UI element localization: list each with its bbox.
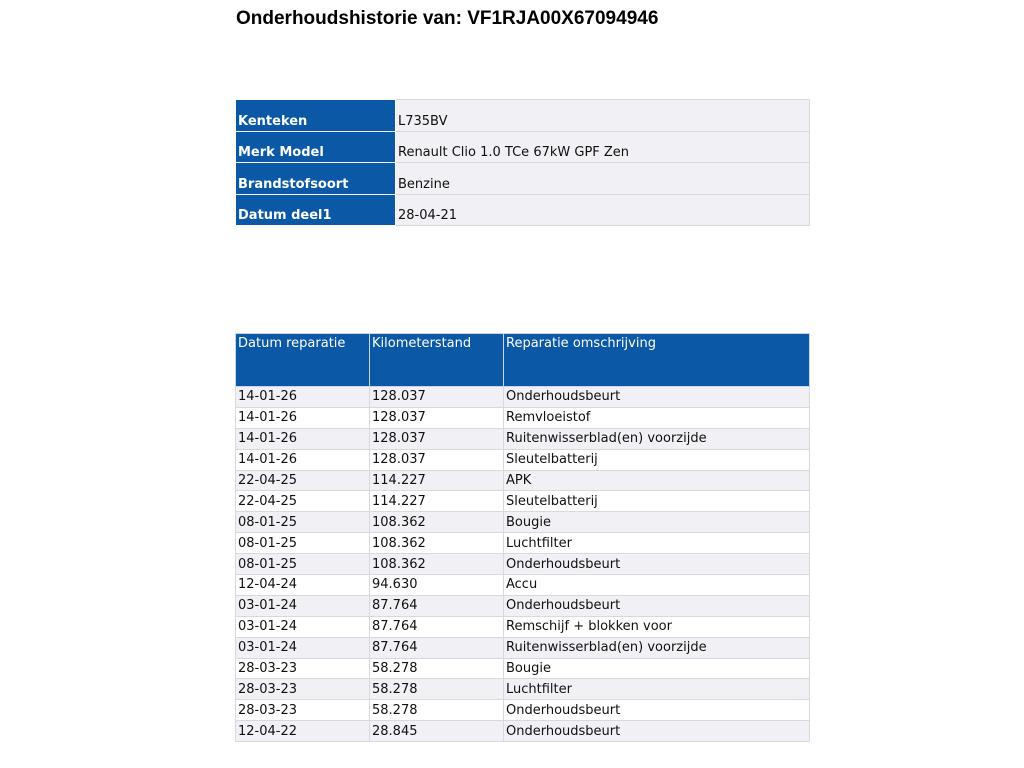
- table-row: 14-01-26 128.037 Onderhoudsbeurt: [235, 386, 810, 408]
- table-row: 03-01-24 87.764 Onderhoudsbeurt: [235, 594, 810, 617]
- repair-description-cell: Ruitenwisserblad(en) voorzijde: [503, 636, 810, 659]
- info-label: Kenteken: [235, 99, 396, 132]
- column-header: Datum reparatie: [235, 333, 370, 387]
- mileage-cell: 108.362: [369, 553, 504, 576]
- info-row: Datum deel1 28-04-21: [235, 193, 810, 226]
- repair-description-cell: Sleutelbatterij: [503, 490, 810, 513]
- repair-description-cell: Remvloeistof: [503, 406, 810, 429]
- repair-date-cell: 08-01-25: [235, 511, 370, 534]
- page-title: Onderhoudshistorie van: VF1RJA00X6709494…: [236, 8, 659, 29]
- repair-description-cell: Luchtfilter: [503, 678, 810, 701]
- repair-description-cell: Accu: [503, 574, 810, 596]
- mileage-cell: 108.362: [369, 532, 504, 555]
- table-row: 08-01-25 108.362 Bougie: [235, 511, 810, 534]
- repair-date-cell: 12-04-24: [235, 574, 370, 596]
- repair-date-cell: 03-01-24: [235, 615, 370, 638]
- repair-date-cell: 28-03-23: [235, 699, 370, 722]
- mileage-cell: 128.037: [369, 448, 504, 471]
- column-header: Kilometerstand: [369, 333, 504, 387]
- mileage-cell: 94.630: [369, 574, 504, 596]
- repair-description-cell: APK: [503, 469, 810, 492]
- repair-date-cell: 14-01-26: [235, 386, 370, 408]
- table-row: 12-04-24 94.630 Accu: [235, 574, 810, 596]
- repair-date-cell: 12-04-22: [235, 720, 370, 743]
- repair-description-cell: Onderhoudsbeurt: [503, 699, 810, 722]
- table-row: 14-01-26 128.037 Ruitenwisserblad(en) voor…: [235, 427, 810, 450]
- repair-date-cell: 28-03-23: [235, 657, 370, 680]
- info-row: Brandstofsoort Benzine: [235, 162, 810, 195]
- repair-description-cell: Onderhoudsbeurt: [503, 553, 810, 576]
- mileage-cell: 128.037: [369, 406, 504, 429]
- mileage-cell: 128.037: [369, 427, 504, 450]
- table-row: 28-03-23 58.278 Luchtfilter: [235, 678, 810, 701]
- column-header: Reparatie omschrijving: [503, 333, 810, 387]
- table-row: 08-01-25 108.362 Onderhoudsbeurt: [235, 553, 810, 576]
- repair-date-cell: 22-04-25: [235, 469, 370, 492]
- info-value: Renault Clio 1.0 TCe 67kW GPF Zen: [395, 130, 810, 163]
- info-row: Kenteken L735BV: [235, 99, 810, 132]
- table-row: 22-04-25 114.227 Sleutelbatterij: [235, 490, 810, 513]
- repair-description-cell: Luchtfilter: [503, 532, 810, 555]
- info-value: 28-04-21: [395, 193, 810, 226]
- repair-date-cell: 03-01-24: [235, 636, 370, 659]
- table-header-row: Datum reparatie Kilometerstand Reparatie o…: [235, 333, 810, 387]
- info-value: Benzine: [395, 162, 810, 195]
- maintenance-history-table: Datum reparatie Kilometerstand Reparatie o…: [235, 333, 810, 743]
- repair-date-cell: 28-03-23: [235, 678, 370, 701]
- mileage-cell: 114.227: [369, 490, 504, 513]
- table-row: 08-01-25 108.362 Luchtfilter: [235, 532, 810, 555]
- info-label: Merk Model: [235, 130, 396, 163]
- repair-description-cell: Onderhoudsbeurt: [503, 594, 810, 617]
- info-value: L735BV: [395, 99, 810, 132]
- repair-date-cell: 08-01-25: [235, 532, 370, 555]
- repair-description-cell: Bougie: [503, 511, 810, 534]
- vehicle-info-table: Kenteken L735BV Merk Model Renault Clio 1.0…: [235, 99, 810, 226]
- info-row: Merk Model Renault Clio 1.0 TCe 67kW GPF …: [235, 130, 810, 163]
- mileage-cell: 128.037: [369, 386, 504, 408]
- mileage-cell: 58.278: [369, 657, 504, 680]
- table-row: 12-04-22 28.845 Onderhoudsbeurt: [235, 720, 810, 743]
- mileage-cell: 58.278: [369, 678, 504, 701]
- mileage-cell: 108.362: [369, 511, 504, 534]
- repair-description-cell: Onderhoudsbeurt: [503, 386, 810, 408]
- table-row: 03-01-24 87.764 Ruitenwisserblad(en) voorz…: [235, 636, 810, 659]
- repair-date-cell: 08-01-25: [235, 553, 370, 576]
- info-label: Datum deel1: [235, 193, 396, 226]
- mileage-cell: 87.764: [369, 636, 504, 659]
- repair-date-cell: 14-01-26: [235, 406, 370, 429]
- mileage-cell: 87.764: [369, 615, 504, 638]
- repair-description-cell: Onderhoudsbeurt: [503, 720, 810, 743]
- repair-description-cell: Remschijf + blokken voor: [503, 615, 810, 638]
- repair-date-cell: 03-01-24: [235, 594, 370, 617]
- repair-description-cell: Ruitenwisserblad(en) voorzijde: [503, 427, 810, 450]
- repair-date-cell: 14-01-26: [235, 427, 370, 450]
- mileage-cell: 58.278: [369, 699, 504, 722]
- table-row: 14-01-26 128.037 Remvloeistof: [235, 406, 810, 429]
- mileage-cell: 114.227: [369, 469, 504, 492]
- repair-date-cell: 22-04-25: [235, 490, 370, 513]
- repair-description-cell: Bougie: [503, 657, 810, 680]
- mileage-cell: 87.764: [369, 594, 504, 617]
- table-row: 28-03-23 58.278 Onderhoudsbeurt: [235, 699, 810, 722]
- table-row: 03-01-24 87.764 Remschijf + blokken voor: [235, 615, 810, 638]
- table-row: 14-01-26 128.037 Sleutelbatterij: [235, 448, 810, 471]
- info-label: Brandstofsoort: [235, 162, 396, 195]
- table-row: 28-03-23 58.278 Bougie: [235, 657, 810, 680]
- repair-date-cell: 14-01-26: [235, 448, 370, 471]
- table-row: 22-04-25 114.227 APK: [235, 469, 810, 492]
- repair-description-cell: Sleutelbatterij: [503, 448, 810, 471]
- mileage-cell: 28.845: [369, 720, 504, 743]
